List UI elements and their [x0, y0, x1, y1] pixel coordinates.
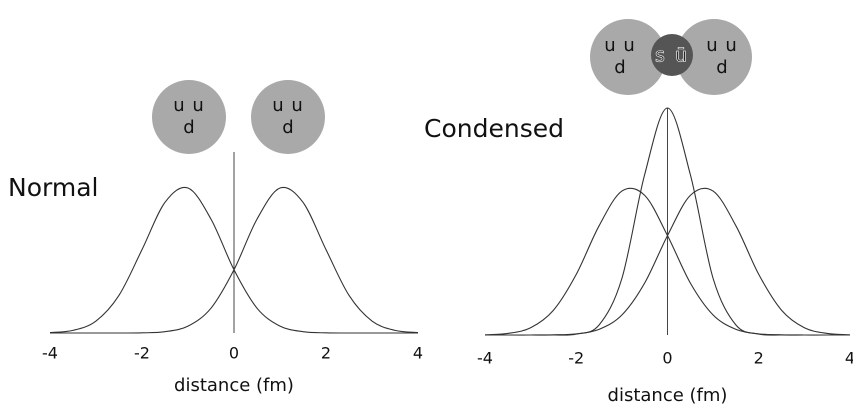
- x-axis-label: distance (fm): [174, 375, 294, 396]
- quark-label: u u: [604, 35, 636, 56]
- curve: [485, 187, 851, 336]
- quark-label: d: [183, 117, 194, 138]
- x-tick-label: 0: [229, 344, 239, 363]
- x-axis-label: distance (fm): [608, 385, 728, 406]
- x-tick-label: -2: [568, 349, 584, 368]
- x-tick-label: 4: [845, 349, 853, 368]
- x-tick-label: 4: [413, 344, 423, 363]
- quark-label: d: [282, 117, 293, 138]
- quark-label: u u: [272, 95, 304, 116]
- quark-label: u u: [173, 95, 205, 116]
- baryon: [251, 80, 325, 154]
- x-tick-label: 2: [321, 344, 331, 363]
- baryon: [152, 80, 226, 154]
- x-tick-label: 0: [662, 349, 672, 368]
- x-tick-label: -4: [477, 349, 493, 368]
- x-tick-label: -2: [134, 344, 150, 363]
- x-tick-label: -4: [42, 344, 58, 363]
- meson-label: s ū: [655, 45, 689, 67]
- quark-label: u u: [706, 35, 738, 56]
- panel-title: Normal: [8, 173, 98, 202]
- meson: [651, 34, 693, 76]
- panel-title: Condensed: [424, 114, 564, 143]
- baryon: [590, 19, 666, 95]
- quark-label: d: [716, 57, 727, 78]
- x-tick-label: 2: [754, 349, 764, 368]
- baryon: [676, 19, 752, 95]
- curve: [49, 186, 419, 334]
- quark-label: d: [614, 57, 625, 78]
